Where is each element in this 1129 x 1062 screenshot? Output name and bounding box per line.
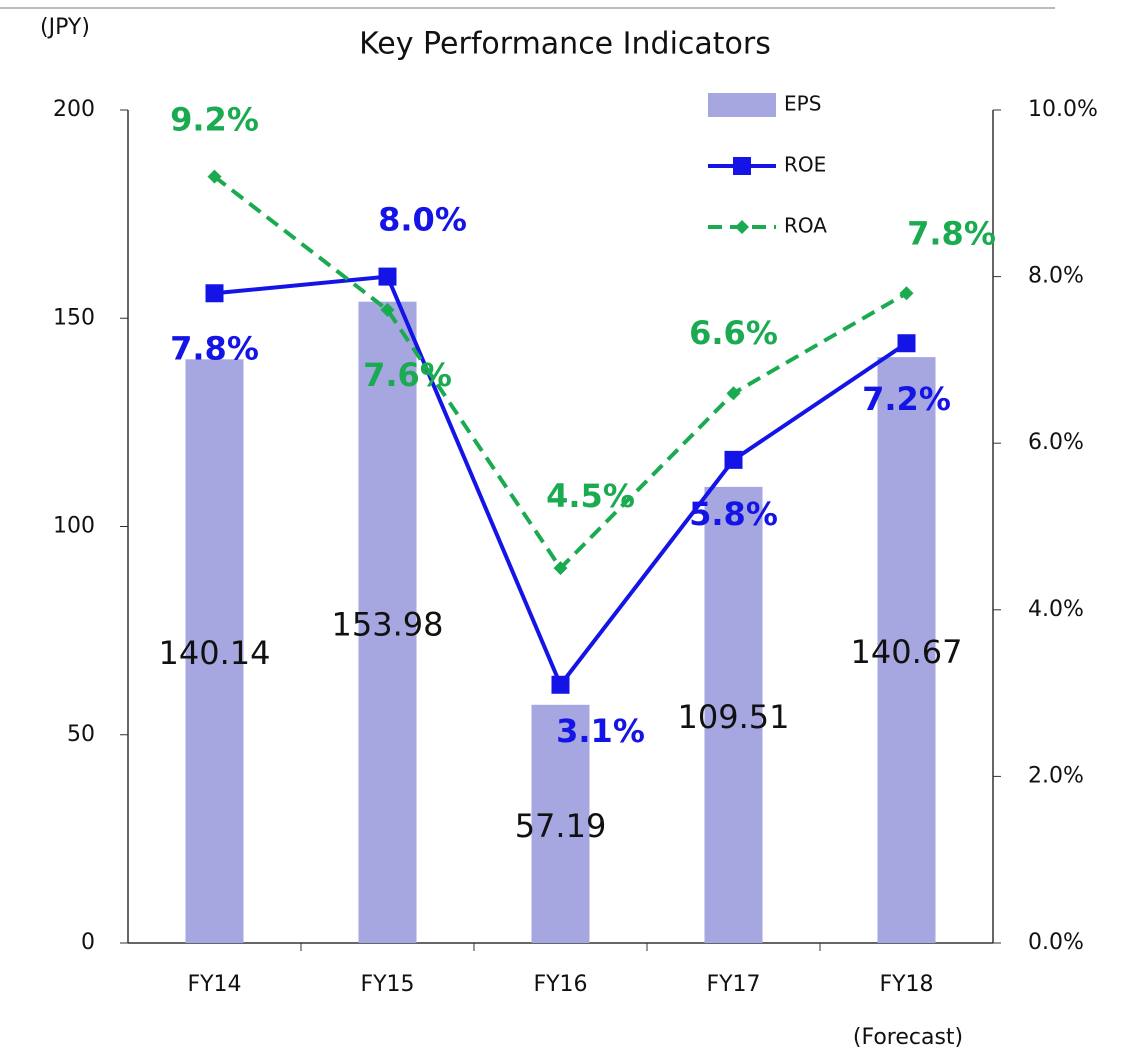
x-tick-label: FY18 (879, 972, 933, 997)
chart-title: Key Performance Indicators (359, 27, 771, 62)
marker (897, 334, 916, 353)
line-value-label: 4.5% (546, 477, 635, 515)
marker (378, 267, 397, 286)
bar-value-label: 140.67 (851, 633, 963, 671)
legend-label: ROA (784, 214, 827, 238)
legend-marker (733, 157, 751, 175)
x-tick-label: FY16 (533, 972, 587, 997)
marker (553, 561, 568, 576)
bar (531, 704, 590, 943)
marker (380, 302, 395, 317)
line-value-label: 6.6% (689, 314, 778, 352)
line-value-label: 5.8% (689, 495, 778, 533)
legend-label: EPS (784, 92, 821, 116)
y-tick-label: 150 (53, 305, 95, 330)
marker (726, 386, 741, 401)
line-value-label: 7.8% (170, 329, 259, 367)
bar-value-label: 140.14 (159, 634, 271, 672)
legend-swatch (708, 93, 776, 117)
y2-tick-label: 0.0% (1028, 930, 1084, 955)
y2-tick-label: 6.0% (1028, 430, 1084, 455)
bar-value-label: 57.19 (515, 807, 607, 845)
y2-tick-label: 8.0% (1028, 264, 1084, 289)
legend-label: ROE (784, 153, 826, 177)
x-tick-label: FY15 (360, 972, 414, 997)
marker (207, 169, 222, 184)
bar-value-label: 109.51 (678, 698, 790, 736)
line-value-label: 7.2% (862, 380, 951, 418)
marker (724, 450, 743, 469)
line-value-label: 7.8% (907, 214, 996, 252)
bar (877, 357, 936, 943)
legend-marker (735, 220, 749, 234)
x-tick-label: FY17 (706, 972, 760, 997)
y2-tick-label: 2.0% (1028, 763, 1084, 788)
line-value-label: 8.0% (378, 201, 467, 239)
y-tick-label: 0 (81, 930, 95, 955)
marker (899, 286, 914, 301)
bar (358, 301, 417, 943)
y2-tick-label: 4.0% (1028, 597, 1084, 622)
x-tick-label: FY14 (187, 972, 241, 997)
bar (185, 359, 244, 943)
marker (551, 675, 570, 694)
line-value-label: 3.1% (556, 712, 645, 750)
bar (704, 486, 763, 943)
line-value-label: 7.6% (363, 356, 452, 394)
bar-value-label: 153.98 (332, 605, 444, 643)
y-tick-label: 100 (53, 514, 95, 539)
y-axis-label: (JPY) (40, 15, 90, 40)
y2-tick-label: 10.0% (1028, 97, 1098, 122)
marker (205, 284, 224, 303)
note: (Forecast) (853, 1025, 963, 1050)
y-tick-label: 50 (67, 722, 95, 747)
line-value-label: 9.2% (170, 101, 259, 139)
y-tick-label: 200 (53, 97, 95, 122)
